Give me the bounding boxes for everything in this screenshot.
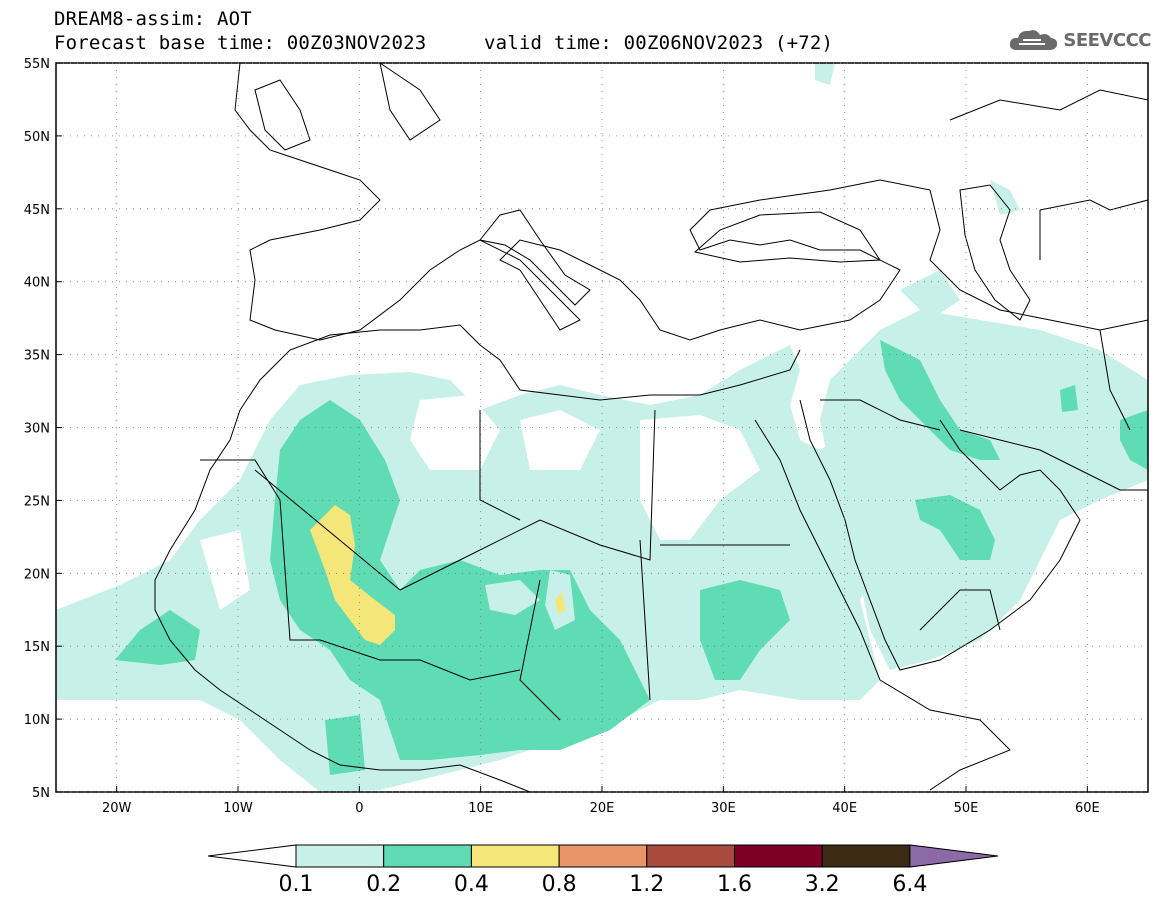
- colorbar-swatch: [383, 844, 472, 868]
- lat-tick-label: 55N: [24, 57, 50, 72]
- lon-tick-label: 10E: [468, 801, 493, 816]
- lat-tick-label: 40N: [24, 276, 50, 291]
- colorbar-swatch: [558, 844, 648, 868]
- lon-tick-label: 60E: [1075, 801, 1100, 816]
- lon-tick-label: 10W: [223, 801, 253, 816]
- colorbar-label: 0.2: [366, 872, 401, 897]
- colorbar-swatch-over: [909, 844, 998, 868]
- lat-tick-label: 25N: [24, 494, 50, 509]
- map-title: DREAM8-assim: AOT: [54, 8, 252, 30]
- lat-tick-label: 5N: [32, 786, 50, 801]
- valid-time: valid time: 00Z06NOV2023 (+72): [484, 32, 834, 54]
- colorbar-swatch: [646, 844, 735, 868]
- axis-ticks: 20W 10W 0 10E 20E 30E 40E 50E 60E 5N 10N 15N 20N 25N 3…: [24, 57, 1100, 816]
- graticule: [56, 62, 1148, 793]
- forecast-base-time: Forecast base time: 00Z03NOV2023: [54, 32, 427, 54]
- colorbar-swatch: [295, 844, 385, 868]
- lat-tick-label: 45N: [24, 203, 50, 218]
- lat-tick-label: 30N: [24, 422, 50, 437]
- lat-tick-label: 20N: [24, 567, 50, 582]
- colorbar-swatch: [821, 844, 911, 868]
- colorbar-label: 3.2: [805, 872, 840, 897]
- lon-tick-label: 20W: [102, 801, 132, 816]
- lon-tick-label: 20E: [590, 801, 615, 816]
- colorbar-label: 0.1: [279, 872, 314, 897]
- colorbar-swatch: [734, 844, 823, 868]
- lat-tick-label: 10N: [24, 713, 50, 728]
- lon-tick-label: 50E: [954, 801, 979, 816]
- cloud-icon: [1010, 30, 1058, 50]
- colorbar-label: 0.4: [454, 872, 489, 897]
- logo-text: SEEVCCC: [1063, 29, 1151, 51]
- seevccc-logo: SEEVCCC: [1007, 26, 1151, 54]
- colorbar-label: 1.2: [629, 872, 664, 897]
- lon-tick-label: 40E: [832, 801, 857, 816]
- colorbar-label: 1.6: [717, 872, 752, 897]
- colorbar-swatch-under: [207, 844, 297, 868]
- lat-tick-label: 50N: [24, 130, 50, 145]
- lat-tick-label: 35N: [24, 349, 50, 364]
- lat-tick-label: 15N: [24, 640, 50, 655]
- colorbar-label: 6.4: [892, 872, 927, 897]
- lon-tick-label: 0: [355, 801, 363, 816]
- colorbar: 0.1 0.2 0.4 0.8 1.2 1.6 3.2 6.4: [207, 844, 998, 897]
- colorbar-swatch: [470, 844, 560, 868]
- colorbar-label: 0.8: [542, 872, 577, 897]
- lon-tick-label: 30E: [711, 801, 736, 816]
